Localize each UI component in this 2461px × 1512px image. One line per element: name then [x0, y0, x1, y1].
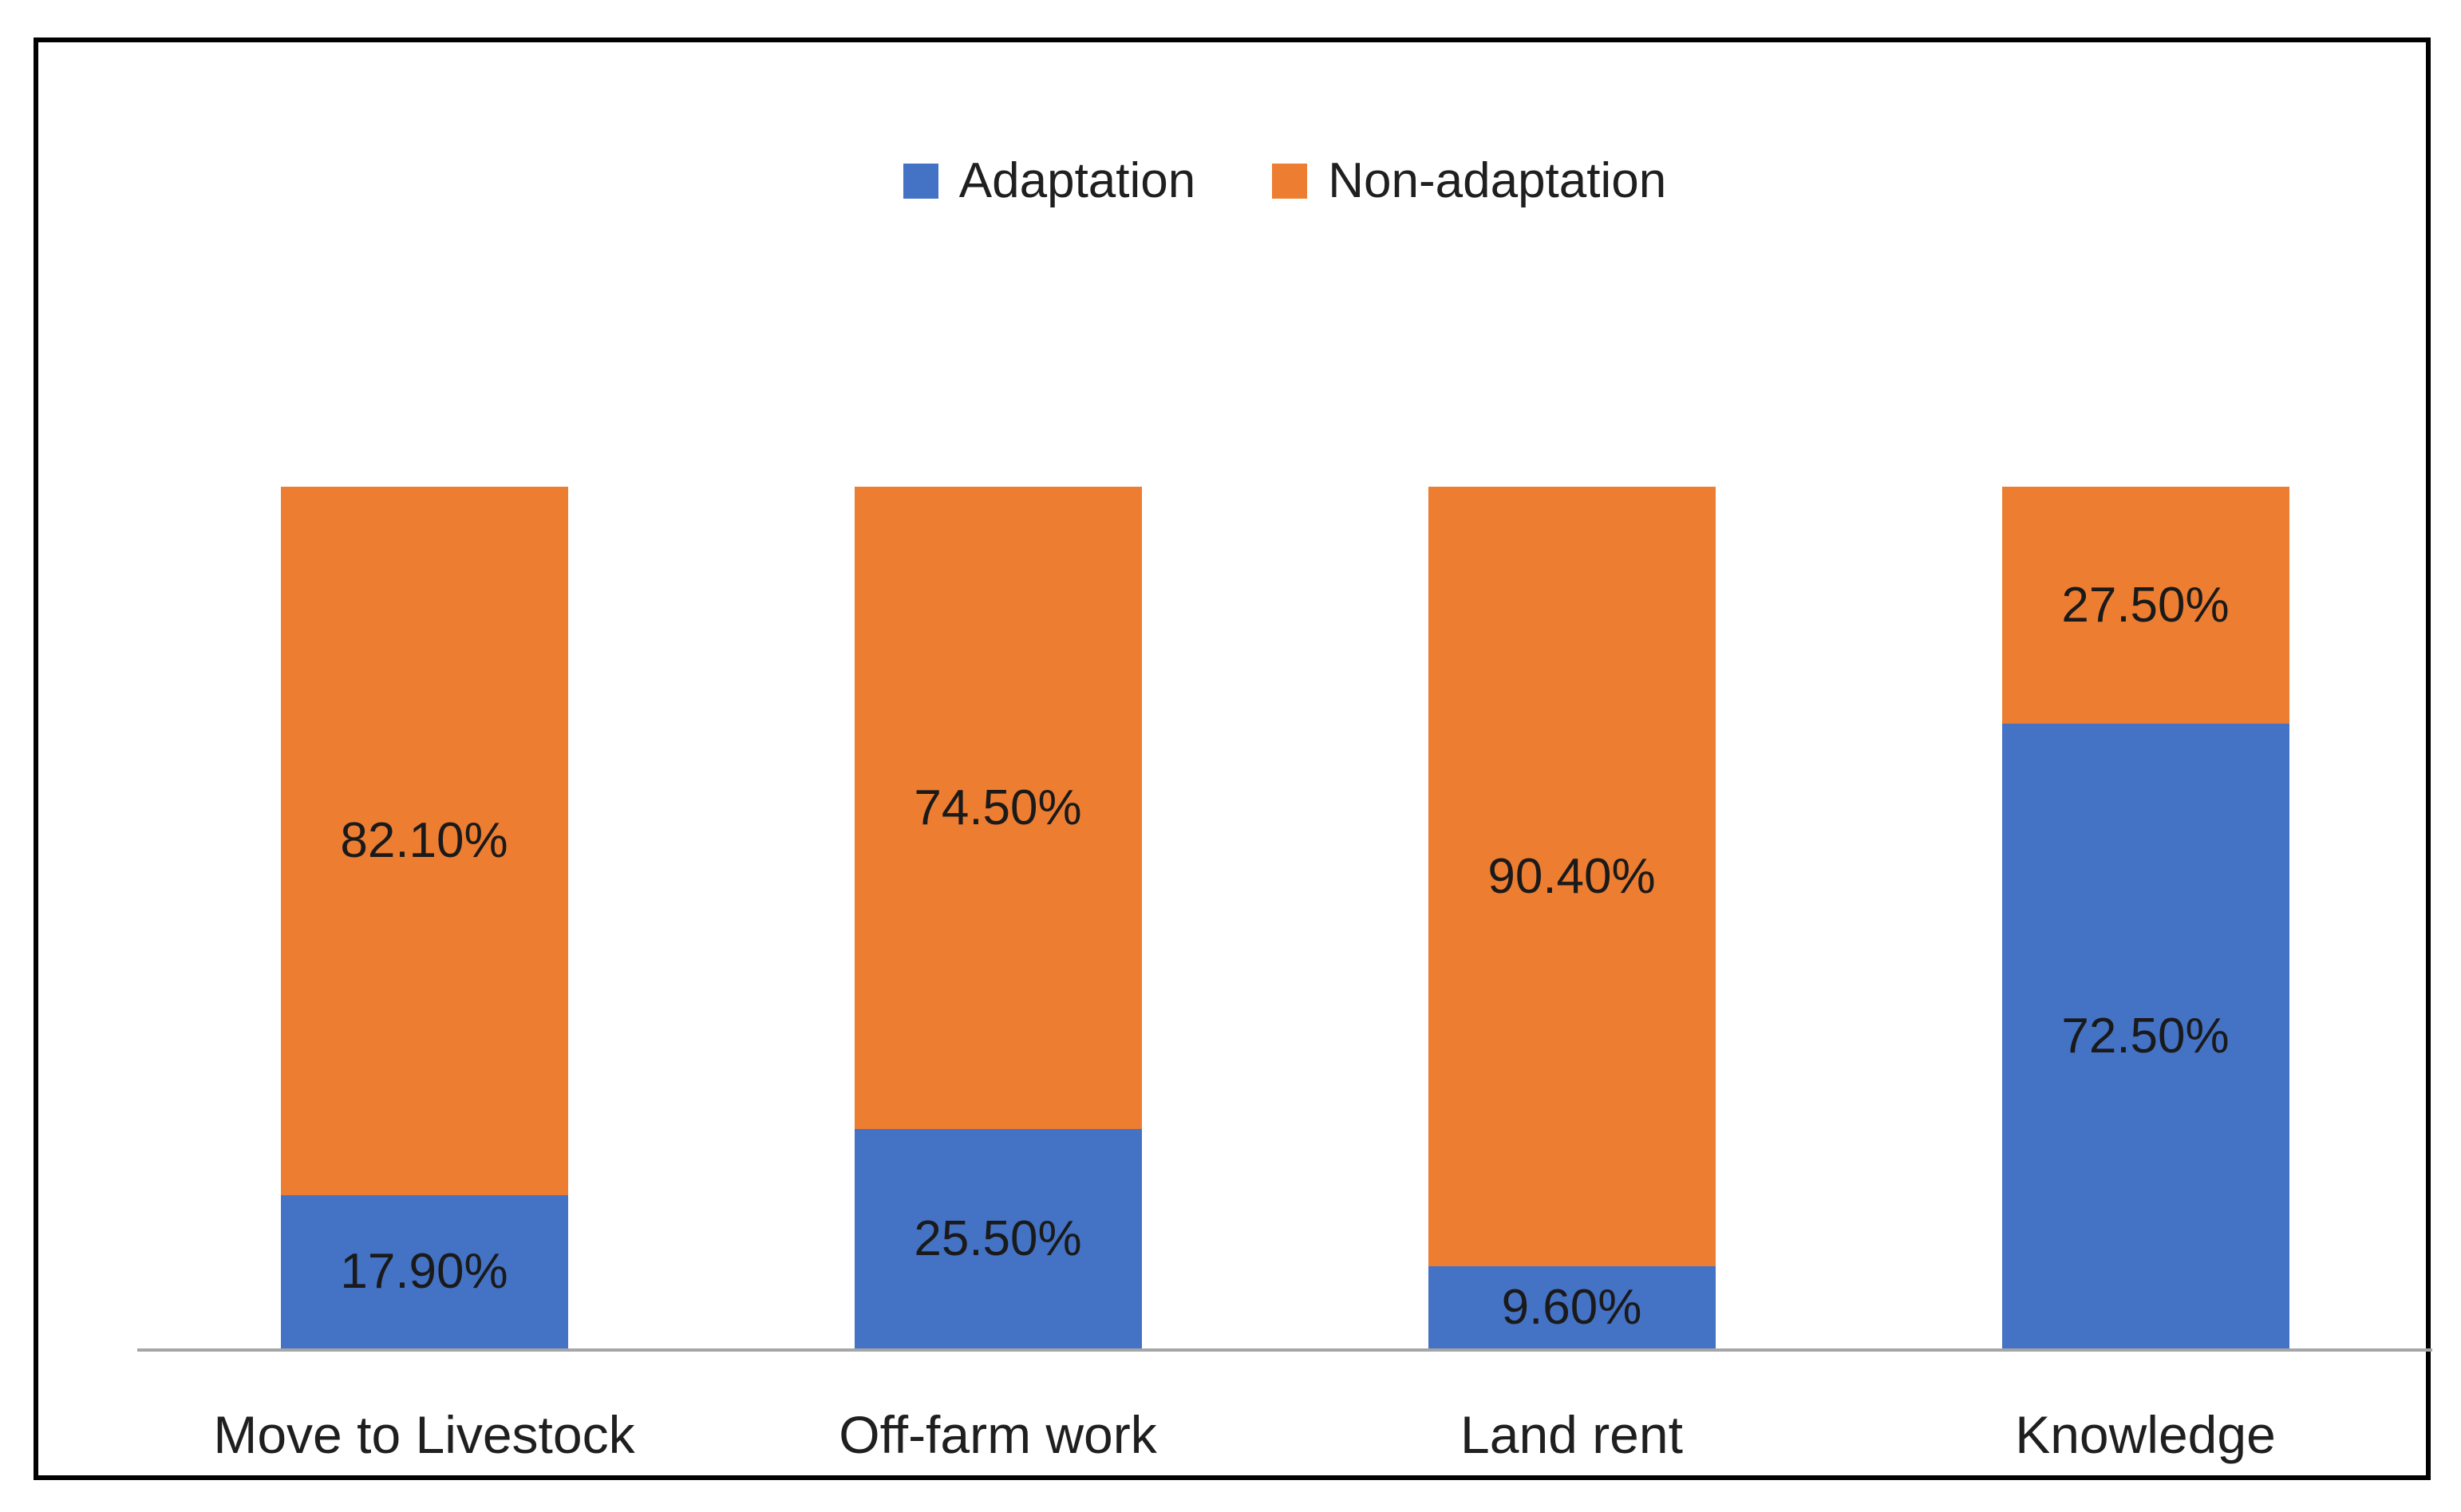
- bar-group-land-rent: 90.40% 9.60%: [1285, 487, 1859, 1349]
- data-label-non-adaptation-move-to-livestock: 82.10%: [340, 812, 508, 868]
- bar-off-farm-work: 74.50% 25.50%: [854, 487, 1142, 1349]
- legend-label-non-adaptation: Non-adaptation: [1328, 153, 1667, 208]
- category-label-land-rent: Land rent: [1460, 1405, 1683, 1464]
- legend-label-adaptation: Adaptation: [958, 153, 1196, 208]
- data-label-non-adaptation-off-farm-work: 74.50%: [914, 780, 1082, 835]
- legend-swatch-adaptation: [903, 164, 938, 199]
- bar-group-off-farm-work: 74.50% 25.50%: [711, 487, 1285, 1349]
- category-axis: Move to Livestock Off-farm work Land rent K…: [137, 1408, 2432, 1461]
- x-axis-line: [137, 1348, 2432, 1352]
- data-label-adaptation-move-to-livestock: 17.90%: [340, 1244, 508, 1300]
- data-label-non-adaptation-land-rent: 90.40%: [1487, 848, 1656, 904]
- bar-move-to-livestock: 82.10% 17.90%: [280, 487, 568, 1349]
- bar-segment-non-adaptation-off-farm-work: 74.50%: [854, 487, 1142, 1130]
- category-label-off-farm-work: Off-farm work: [839, 1405, 1157, 1464]
- bar-land-rent: 90.40% 9.60%: [1428, 487, 1716, 1349]
- plot-area: 82.10% 17.90% 74.50% 25.50% 90.40% 9.60% 27.50…: [137, 487, 2432, 1349]
- bar-segment-adaptation-land-rent: 9.60%: [1428, 1266, 1716, 1349]
- bar-segment-non-adaptation-move-to-livestock: 82.10%: [280, 487, 568, 1195]
- data-label-adaptation-off-farm-work: 25.50%: [914, 1211, 1082, 1267]
- data-label-adaptation-land-rent: 9.60%: [1501, 1280, 1642, 1336]
- bar-segment-adaptation-off-farm-work: 25.50%: [854, 1129, 1142, 1349]
- bar-segment-non-adaptation-knowledge: 27.50%: [2001, 487, 2289, 724]
- legend-item-adaptation: Adaptation: [903, 156, 1195, 206]
- bar-group-knowledge: 27.50% 72.50%: [1859, 487, 2432, 1349]
- bar-segment-non-adaptation-land-rent: 90.40%: [1428, 487, 1716, 1267]
- bar-segment-adaptation-move-to-livestock: 17.90%: [280, 1194, 568, 1349]
- bar-knowledge: 27.50% 72.50%: [2001, 487, 2289, 1349]
- legend-item-non-adaptation: Non-adaptation: [1272, 156, 1666, 206]
- category-label-move-to-livestock: Move to Livestock: [213, 1405, 635, 1464]
- legend: Adaptation Non-adaptation: [137, 156, 2432, 206]
- bar-segment-adaptation-knowledge: 72.50%: [2001, 724, 2289, 1349]
- legend-swatch-non-adaptation: [1272, 164, 1308, 199]
- chart-frame: Adaptation Non-adaptation 82.10% 17.90% 74…: [34, 38, 2432, 1480]
- data-label-non-adaptation-knowledge: 27.50%: [2061, 577, 2230, 633]
- bar-group-move-to-livestock: 82.10% 17.90%: [137, 487, 711, 1349]
- data-label-adaptation-knowledge: 72.50%: [2061, 1009, 2230, 1064]
- category-label-knowledge: Knowledge: [2015, 1405, 2276, 1464]
